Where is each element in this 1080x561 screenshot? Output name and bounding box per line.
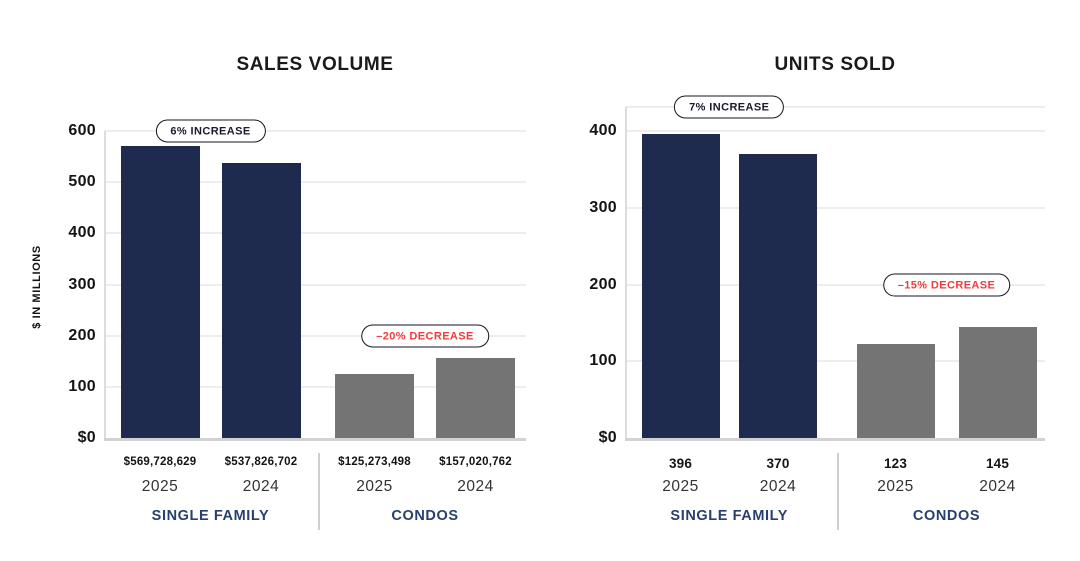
year-label: 2025 — [662, 478, 699, 495]
y-tick-label: $0 — [77, 429, 96, 446]
group-divider — [318, 453, 320, 530]
y-tick-label: $0 — [598, 429, 617, 446]
grid-line — [625, 206, 1045, 209]
change-badge-single-family: 7% INCREASE — [674, 95, 785, 119]
bar-condos-2025 — [856, 343, 935, 438]
grid-line — [104, 334, 526, 337]
y-axis-line — [104, 131, 106, 438]
change-badge-condos: –20% DECREASE — [361, 324, 489, 348]
y-tick-label: 100 — [589, 352, 617, 370]
bar-value-label: $537,826,702 — [224, 456, 298, 468]
bar-value-label: $125,273,498 — [338, 456, 411, 468]
grid-line — [625, 130, 1045, 132]
chart-title: SALES VOLUME — [236, 54, 394, 75]
year-label: 2025 — [356, 478, 393, 495]
bar-value-label: 370 — [766, 456, 790, 471]
y-tick-label: 600 — [68, 122, 96, 139]
y-tick-label: 200 — [68, 326, 96, 344]
bar-condos-2024 — [958, 326, 1037, 438]
bar-value-label: 396 — [668, 456, 693, 471]
bar-single-family-2024 — [739, 154, 817, 438]
grid-line — [104, 283, 526, 286]
grid-line — [104, 130, 526, 132]
group-label-single-family: SINGLE FAMILY — [151, 508, 270, 524]
y-axis-line — [625, 107, 627, 438]
y-tick-label: 400 — [68, 224, 96, 242]
y-tick-label: 500 — [68, 173, 96, 191]
bar-value-label: $157,020,762 — [439, 456, 512, 468]
change-badge-single-family: 6% INCREASE — [155, 119, 266, 143]
year-label: 2024 — [759, 478, 797, 495]
chart-title: UNITS SOLD — [774, 54, 896, 75]
year-label: 2024 — [242, 478, 280, 495]
x-baseline — [104, 438, 526, 441]
year-label: 2024 — [979, 478, 1016, 495]
bar-condos-2025 — [335, 373, 414, 438]
y-tick-label: 300 — [589, 198, 617, 216]
plot-top-line — [625, 106, 1045, 108]
bar-value-label: 123 — [883, 456, 908, 471]
y-tick-label: 200 — [589, 275, 617, 293]
bar-value-label: 145 — [985, 456, 1010, 471]
y-tick-label: 300 — [68, 275, 96, 293]
grid-line — [625, 283, 1045, 286]
year-label: 2024 — [457, 478, 494, 495]
group-label-condos: CONDOS — [912, 508, 981, 524]
bar-value-label: $569,728,629 — [123, 456, 197, 468]
x-baseline — [625, 438, 1045, 441]
grid-line — [104, 385, 526, 388]
bar-single-family-2024 — [221, 162, 301, 438]
grid-line — [625, 360, 1045, 363]
bar-single-family-2025 — [120, 146, 200, 438]
bar-condos-2024 — [436, 357, 515, 438]
grid-line — [104, 232, 526, 235]
group-divider — [837, 453, 839, 530]
y-tick-label: 400 — [589, 122, 617, 139]
year-label: 2025 — [141, 478, 179, 495]
y-tick-label: 100 — [68, 377, 96, 395]
change-badge-condos: –15% DECREASE — [882, 273, 1011, 296]
year-label: 2025 — [877, 478, 914, 495]
bar-single-family-2025 — [641, 134, 720, 438]
grid-line — [104, 181, 526, 184]
group-label-condos: CONDOS — [391, 508, 459, 524]
group-label-single-family: SINGLE FAMILY — [670, 508, 789, 524]
